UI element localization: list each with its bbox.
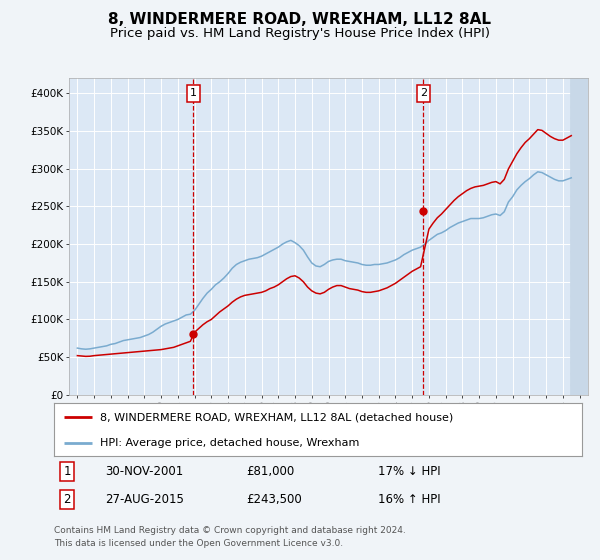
Text: This data is licensed under the Open Government Licence v3.0.: This data is licensed under the Open Gov…	[54, 539, 343, 548]
Text: 17% ↓ HPI: 17% ↓ HPI	[378, 465, 440, 478]
Text: Price paid vs. HM Land Registry's House Price Index (HPI): Price paid vs. HM Land Registry's House …	[110, 27, 490, 40]
Text: 2: 2	[419, 88, 427, 99]
Text: 1: 1	[64, 465, 71, 478]
Text: 16% ↑ HPI: 16% ↑ HPI	[378, 493, 440, 506]
Text: 8, WINDERMERE ROAD, WREXHAM, LL12 8AL (detached house): 8, WINDERMERE ROAD, WREXHAM, LL12 8AL (d…	[100, 412, 453, 422]
Text: 27-AUG-2015: 27-AUG-2015	[105, 493, 184, 506]
Text: 30-NOV-2001: 30-NOV-2001	[105, 465, 183, 478]
Text: 8, WINDERMERE ROAD, WREXHAM, LL12 8AL: 8, WINDERMERE ROAD, WREXHAM, LL12 8AL	[109, 12, 491, 27]
Text: Contains HM Land Registry data © Crown copyright and database right 2024.: Contains HM Land Registry data © Crown c…	[54, 526, 406, 535]
Text: 2: 2	[64, 493, 71, 506]
Text: £243,500: £243,500	[246, 493, 302, 506]
Text: 1: 1	[190, 88, 197, 99]
Text: HPI: Average price, detached house, Wrexham: HPI: Average price, detached house, Wrex…	[100, 437, 359, 447]
Text: £81,000: £81,000	[246, 465, 294, 478]
Bar	[570, 78, 588, 395]
